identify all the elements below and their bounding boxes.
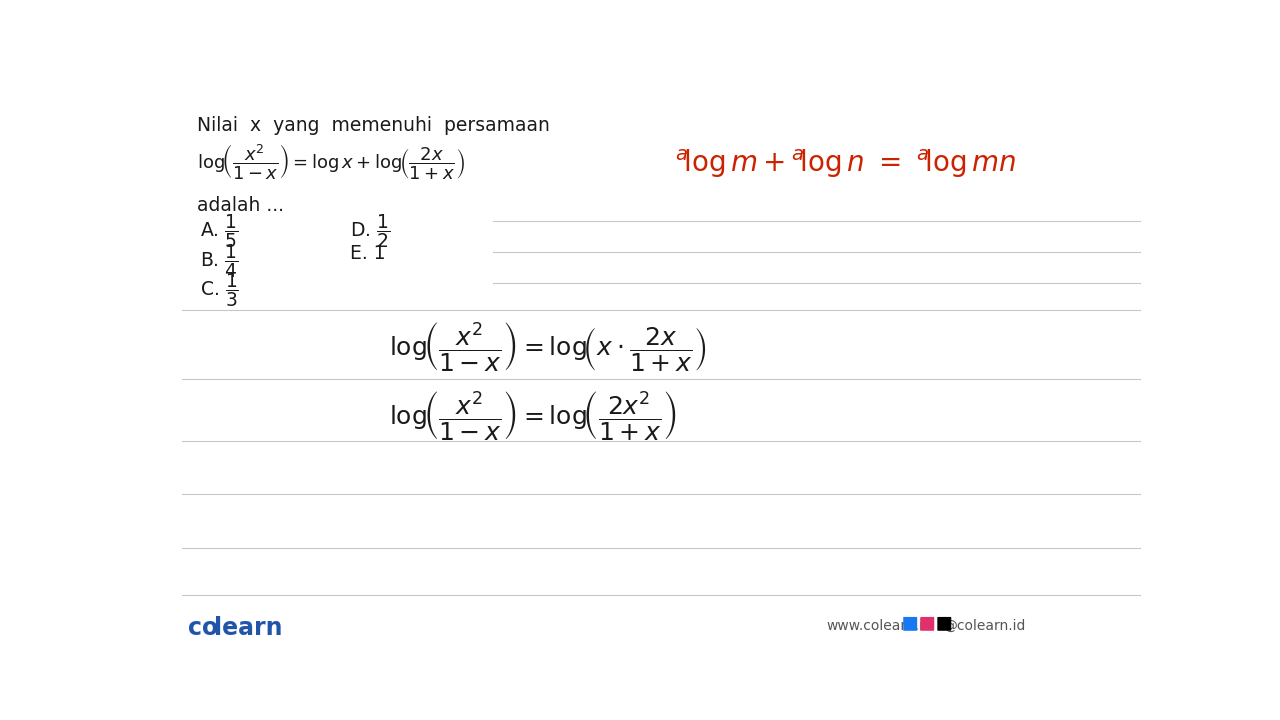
FancyBboxPatch shape — [937, 617, 951, 631]
Text: B. $\dfrac{1}{4}$: B. $\dfrac{1}{4}$ — [200, 242, 239, 280]
Text: C. $\dfrac{1}{3}$: C. $\dfrac{1}{3}$ — [200, 271, 239, 309]
Text: learn: learn — [214, 616, 283, 640]
Text: @colearn.id: @colearn.id — [943, 619, 1025, 634]
Text: $\mathrm{log}\!\left(\dfrac{x^2}{1-x}\right) = \mathrm{log}\,x + \mathrm{log}\!\: $\mathrm{log}\!\left(\dfrac{x^2}{1-x}\ri… — [197, 142, 465, 181]
Text: ${}^{a}\!\log m + {}^{a}\!\log n \ = \ {}^{a}\!\log mn$: ${}^{a}\!\log m + {}^{a}\!\log n \ = \ {… — [676, 148, 1016, 181]
Text: $\mathrm{log}\!\left(\dfrac{x^2}{1-x}\right) = \mathrm{log}\!\left(x \cdot \dfra: $\mathrm{log}\!\left(\dfrac{x^2}{1-x}\ri… — [389, 320, 707, 373]
Text: D. $\dfrac{1}{2}$: D. $\dfrac{1}{2}$ — [349, 212, 390, 250]
Text: www.colearn.id: www.colearn.id — [827, 619, 932, 634]
FancyBboxPatch shape — [920, 617, 934, 631]
Text: $\mathrm{log}\!\left(\dfrac{x^2}{1-x}\right) = \mathrm{log}\!\left(\dfrac{2x^2}{: $\mathrm{log}\!\left(\dfrac{x^2}{1-x}\ri… — [389, 389, 676, 442]
Text: Nilai  x  yang  memenuhi  persamaan: Nilai x yang memenuhi persamaan — [197, 116, 550, 135]
FancyBboxPatch shape — [904, 617, 918, 631]
Text: adalah ...: adalah ... — [197, 196, 284, 215]
Text: co: co — [188, 616, 218, 640]
Text: E. 1: E. 1 — [349, 244, 385, 264]
Text: A. $\dfrac{1}{5}$: A. $\dfrac{1}{5}$ — [200, 212, 239, 250]
